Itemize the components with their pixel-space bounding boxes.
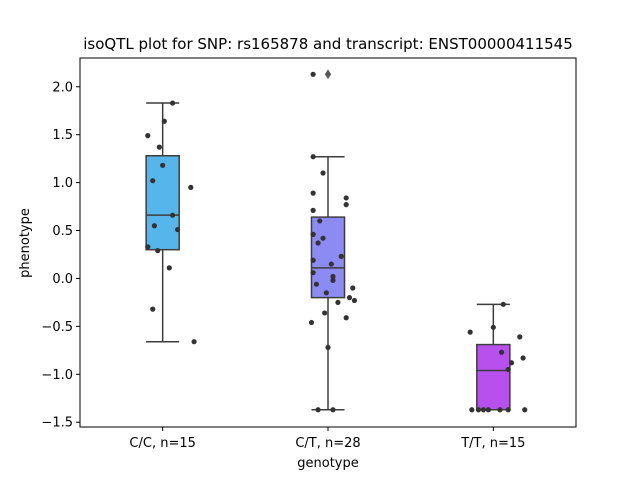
data-point (499, 349, 505, 355)
x-axis: C/C, n=15 C/T, n=28 T/T, n=15 (129, 427, 525, 451)
y-tick-label: −0.5 (41, 320, 73, 335)
y-tick-label: 0.5 (52, 224, 73, 239)
x-tick-label: C/C, n=15 (129, 436, 195, 451)
data-point (145, 133, 151, 139)
outlier-marker (324, 69, 332, 80)
y-axis: −1.5 −1.0 −0.5 0.0 0.5 1.0 1.5 2.0 (41, 80, 80, 431)
data-point (310, 190, 316, 196)
data-point (310, 257, 316, 263)
data-point (320, 235, 326, 241)
data-point (150, 178, 156, 184)
data-point (169, 212, 176, 218)
y-tick-label: 0.0 (52, 272, 73, 287)
data-point (320, 170, 326, 176)
data-point (517, 334, 523, 340)
data-point (351, 297, 358, 304)
x-axis-label: genotype (297, 456, 358, 471)
data-point (310, 231, 316, 237)
data-point (160, 162, 166, 168)
data-point (310, 71, 316, 77)
data-point (317, 218, 323, 224)
data-point (145, 244, 151, 250)
data-point (313, 281, 320, 287)
data-point (475, 407, 482, 413)
data-point (315, 407, 321, 413)
data-point (155, 248, 161, 254)
data-point (338, 253, 344, 259)
box (476, 343, 511, 411)
y-tick-label: 1.5 (52, 128, 73, 143)
y-tick-label: 1.0 (52, 176, 73, 191)
data-point (161, 118, 167, 124)
data-point (505, 407, 511, 413)
data-point (191, 339, 197, 345)
y-axis-label: phenotype (18, 208, 33, 278)
data-point (325, 344, 331, 351)
data-points (145, 71, 528, 413)
data-point (323, 290, 329, 296)
data-point (150, 306, 156, 312)
data-point (469, 407, 475, 413)
data-point (485, 407, 491, 413)
data-point (508, 360, 515, 366)
y-tick-label: −1.0 (41, 368, 73, 383)
data-point (522, 407, 528, 413)
data-point (467, 329, 473, 335)
chart-title: isoQTL plot for SNP: rs165878 and transc… (83, 35, 573, 53)
data-point (500, 301, 506, 307)
data-point (343, 315, 349, 321)
data-point (315, 240, 321, 246)
data-point (497, 407, 503, 413)
data-point (505, 366, 511, 373)
data-point (322, 310, 328, 316)
box-group-2 (476, 303, 511, 411)
data-point (480, 407, 487, 413)
data-point (520, 355, 526, 361)
box-group-0 (145, 102, 180, 343)
data-point (490, 324, 496, 330)
data-point (151, 223, 157, 229)
data-point (166, 265, 172, 271)
y-tick-label: −1.5 (41, 416, 73, 431)
data-point (310, 207, 316, 213)
y-tick-label: 2.0 (52, 80, 73, 95)
data-point (328, 261, 334, 267)
data-point (343, 202, 349, 208)
data-point (335, 299, 341, 306)
data-point (350, 285, 356, 291)
data-point (310, 270, 316, 276)
data-point (343, 195, 349, 201)
data-point (308, 319, 315, 326)
x-tick-label: T/T, n=15 (460, 436, 525, 451)
box-group-1 (310, 69, 346, 411)
plot-area (145, 69, 528, 413)
data-point (330, 407, 336, 413)
box (145, 155, 180, 251)
data-point (346, 295, 353, 301)
data-point (188, 184, 194, 190)
x-tick-label: C/T, n=28 (295, 436, 360, 451)
data-point (330, 273, 336, 280)
data-point (330, 277, 336, 283)
data-point (156, 144, 162, 150)
data-point (174, 226, 181, 233)
data-point (169, 100, 176, 106)
data-point (310, 154, 316, 160)
